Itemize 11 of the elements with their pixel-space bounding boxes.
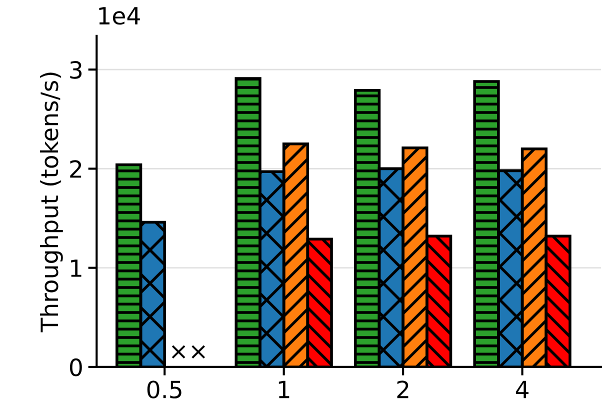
text: 1e4 <box>99 7 140 25</box>
x-tick-label: 0.5 <box>147 380 182 398</box>
y-tick-label: 3 <box>70 61 82 79</box>
y-tick-label: 1 <box>71 260 82 277</box>
y-tick-label: 2 <box>70 160 82 178</box>
annotation: ×× <box>172 345 205 359</box>
y-tick-label: 0 <box>70 358 82 376</box>
x-tick-label: 4 <box>516 380 528 398</box>
x-tick-label: 1 <box>278 380 290 398</box>
x-tick-label: 2 <box>397 380 408 398</box>
y-axis-title: Throughput (tokens/s) <box>40 72 63 332</box>
